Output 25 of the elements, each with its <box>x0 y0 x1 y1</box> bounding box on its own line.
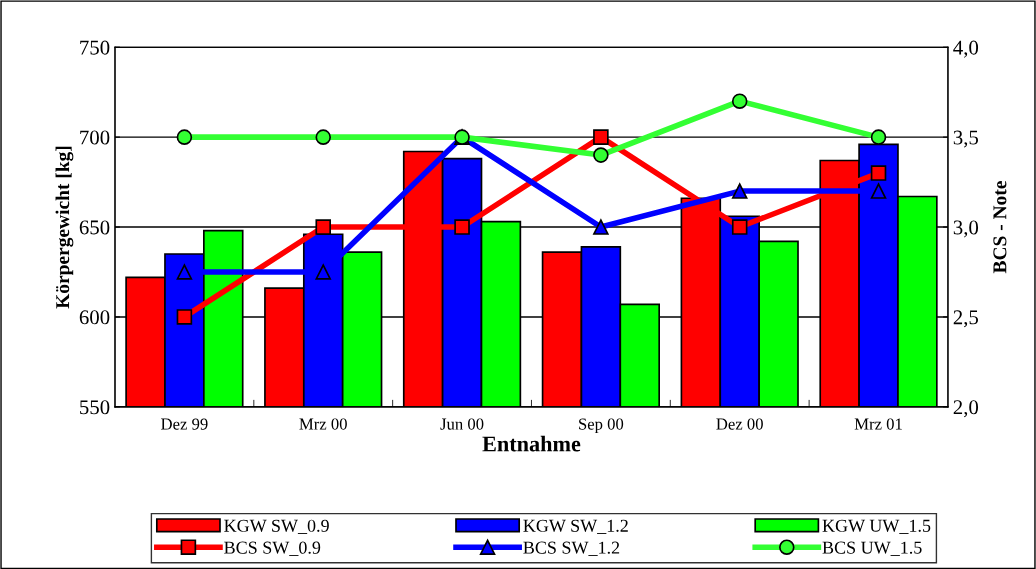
legend-label: BCS UW_1.5 <box>822 541 922 556</box>
x-tick-label: Jun 00 <box>440 418 484 430</box>
y2-tick-label: 3,0 <box>953 220 979 238</box>
x-tick-label: Dez 99 <box>161 418 208 430</box>
y2-axis-title: BCS - Note <box>993 181 1007 274</box>
x-axis-title: Entnahme <box>482 435 581 452</box>
x-tick-label: Mrz 01 <box>854 418 902 430</box>
x-tick-label: Sep 00 <box>579 418 624 434</box>
legend-label: KGW UW_1.5 <box>822 519 931 534</box>
legend-label: KGW SW_0.9 <box>224 519 329 534</box>
x-tick-label: Dez 00 <box>716 418 763 430</box>
y-tick-label: 650 <box>79 220 110 235</box>
y-tick-label: 750 <box>80 40 110 55</box>
legend-label: BCS SW_1.2 <box>523 541 620 556</box>
y-axis-title: Körpergewicht [kg] <box>55 146 74 309</box>
legend-label: KGW SW_1.2 <box>523 519 628 534</box>
y2-tick-label: 3,5 <box>953 130 979 148</box>
y-tick-label: 700 <box>80 130 110 145</box>
y-tick-label: 600 <box>79 310 110 325</box>
y2-tick-label: 2,0 <box>953 400 979 418</box>
y2-tick-label: 4,0 <box>953 40 979 58</box>
legend-label: BCS SW_0.9 <box>224 541 321 556</box>
y2-tick-label: 2,5 <box>953 310 979 328</box>
x-tick-label: Mrz 00 <box>299 418 347 430</box>
y-tick-label: 550 <box>80 400 110 415</box>
